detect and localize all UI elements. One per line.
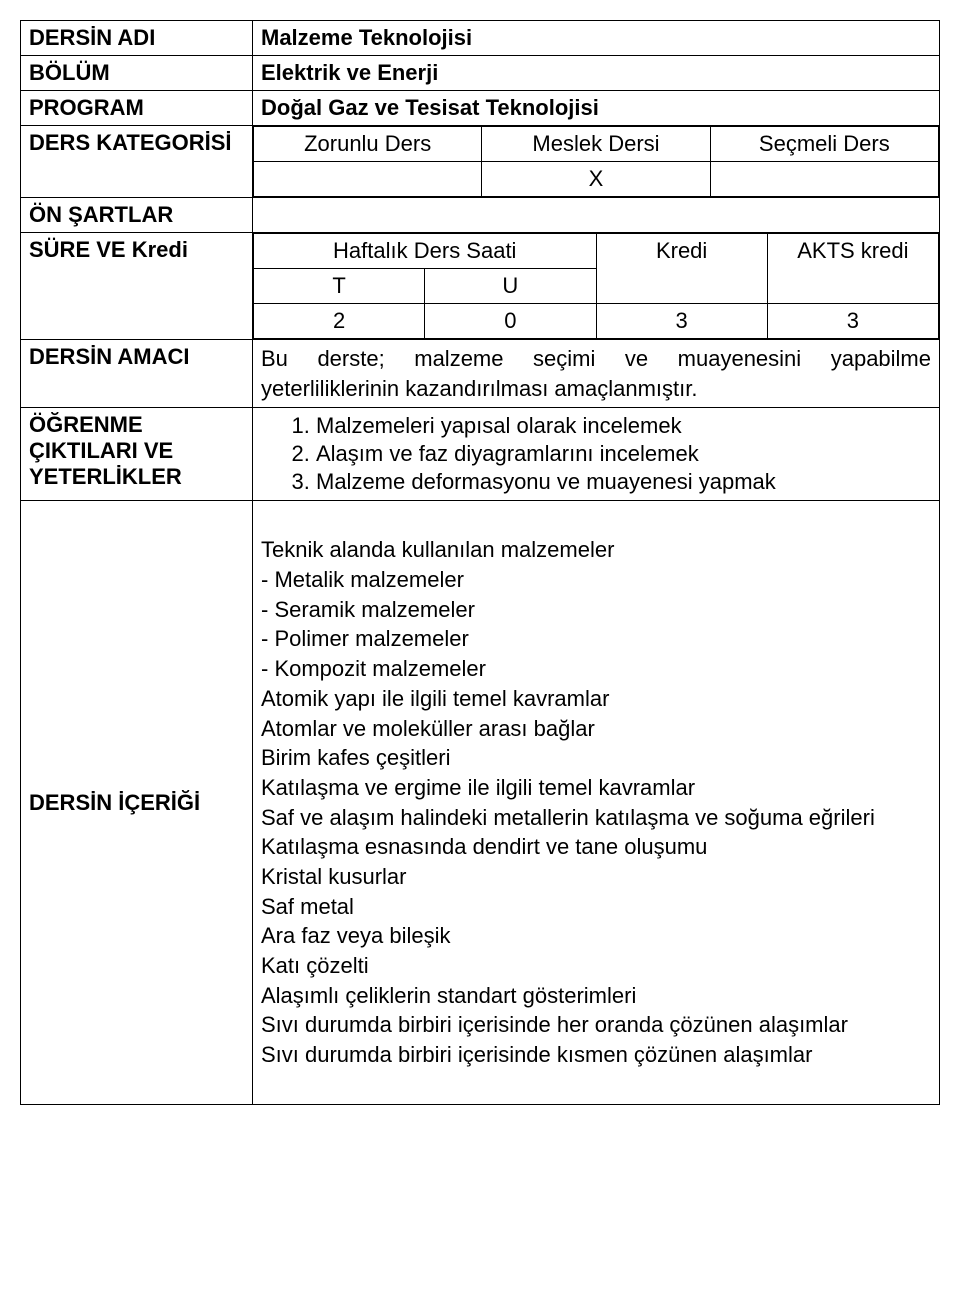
icerik-line: Birim kafes çeşitleri bbox=[261, 743, 931, 773]
t-label: T bbox=[254, 269, 425, 304]
value-bolum: Elektrik ve Enerji bbox=[253, 56, 940, 91]
kredi-value: 3 bbox=[596, 304, 767, 339]
value-ders-kategorisi: Zorunlu Ders Meslek Dersi Seçmeli Ders X bbox=[253, 126, 940, 198]
icerik-line: - Polimer malzemeler bbox=[261, 624, 931, 654]
value-program: Doğal Gaz ve Tesisat Teknolojisi bbox=[253, 91, 940, 126]
ciktilar-item: Malzeme deformasyonu ve muayenesi yapmak bbox=[316, 468, 931, 496]
value-dersin-adi: Malzeme Teknolojisi bbox=[253, 21, 940, 56]
t-value: 2 bbox=[254, 304, 425, 339]
course-info-table: DERSİN ADI Malzeme Teknolojisi BÖLÜM Ele… bbox=[20, 20, 940, 1105]
icerik-line: Teknik alanda kullanılan malzemeler bbox=[261, 535, 931, 565]
label-dersin-icerigi: DERSİN İÇERİĞİ bbox=[21, 501, 253, 1104]
kategori-value-1: X bbox=[482, 162, 710, 197]
value-dersin-amaci: Bu derste; malzeme seçimi ve muayenesini… bbox=[253, 340, 940, 408]
icerik-line: Katılaşma ve ergime ile ilgili temel kav… bbox=[261, 773, 931, 803]
icerik-line: Atomlar ve moleküller arası bağlar bbox=[261, 714, 931, 744]
icerik-line: Atomik yapı ile ilgili temel kavramlar bbox=[261, 684, 931, 714]
kategori-header-2: Seçmeli Ders bbox=[710, 127, 938, 162]
icerik-line: Saf metal bbox=[261, 892, 931, 922]
u-label: U bbox=[425, 269, 596, 304]
icerik-line: Alaşımlı çeliklerin standart gösterimler… bbox=[261, 981, 931, 1011]
ciktilar-list: Malzemeleri yapısal olarak incelemek Ala… bbox=[261, 412, 931, 496]
value-ogrenme-ciktilari: Malzemeleri yapısal olarak incelemek Ala… bbox=[253, 408, 940, 501]
akts-label: AKTS kredi bbox=[767, 234, 938, 304]
value-sure-kredi: Haftalık Ders Saati Kredi AKTS kredi T U… bbox=[253, 233, 940, 340]
icerik-line: Sıvı durumda birbiri içerisinde kısmen ç… bbox=[261, 1040, 931, 1070]
icerik-line: Ara faz veya bileşik bbox=[261, 921, 931, 951]
icerik-line: - Seramik malzemeler bbox=[261, 595, 931, 625]
icerik-line: - Metalik malzemeler bbox=[261, 565, 931, 595]
icerik-line: - Kompozit malzemeler bbox=[261, 654, 931, 684]
label-on-sartlar: ÖN ŞARTLAR bbox=[21, 198, 253, 233]
haftalik-label: Haftalık Ders Saati bbox=[254, 234, 597, 269]
akts-value: 3 bbox=[767, 304, 938, 339]
label-bolum: BÖLÜM bbox=[21, 56, 253, 91]
ciktilar-item: Alaşım ve faz diyagramlarını incelemek bbox=[316, 440, 931, 468]
value-on-sartlar bbox=[253, 198, 940, 233]
icerik-line: Kristal kusurlar bbox=[261, 862, 931, 892]
icerik-line: Katılaşma esnasında dendirt ve tane oluş… bbox=[261, 832, 931, 862]
kategori-header-1: Meslek Dersi bbox=[482, 127, 710, 162]
kategori-value-2 bbox=[710, 162, 938, 197]
value-dersin-icerigi: Teknik alanda kullanılan malzemeler- Met… bbox=[253, 501, 940, 1104]
icerik-line: Sıvı durumda birbiri içerisinde her oran… bbox=[261, 1010, 931, 1040]
kategori-value-0 bbox=[254, 162, 482, 197]
label-program: PROGRAM bbox=[21, 91, 253, 126]
ciktilar-item: Malzemeleri yapısal olarak incelemek bbox=[316, 412, 931, 440]
u-value: 0 bbox=[425, 304, 596, 339]
label-ogrenme-ciktilari: ÖĞRENME ÇIKTILARI VE YETERLİKLER bbox=[21, 408, 253, 501]
label-ders-kategorisi: DERS KATEGORİSİ bbox=[21, 126, 253, 198]
kredi-label: Kredi bbox=[596, 234, 767, 304]
label-dersin-amaci: DERSİN AMACI bbox=[21, 340, 253, 408]
label-dersin-adi: DERSİN ADI bbox=[21, 21, 253, 56]
kategori-header-0: Zorunlu Ders bbox=[254, 127, 482, 162]
icerik-line: Katı çözelti bbox=[261, 951, 931, 981]
icerik-line: Saf ve alaşım halindeki metallerin katıl… bbox=[261, 803, 931, 833]
label-sure-kredi: SÜRE VE Kredi bbox=[21, 233, 253, 340]
